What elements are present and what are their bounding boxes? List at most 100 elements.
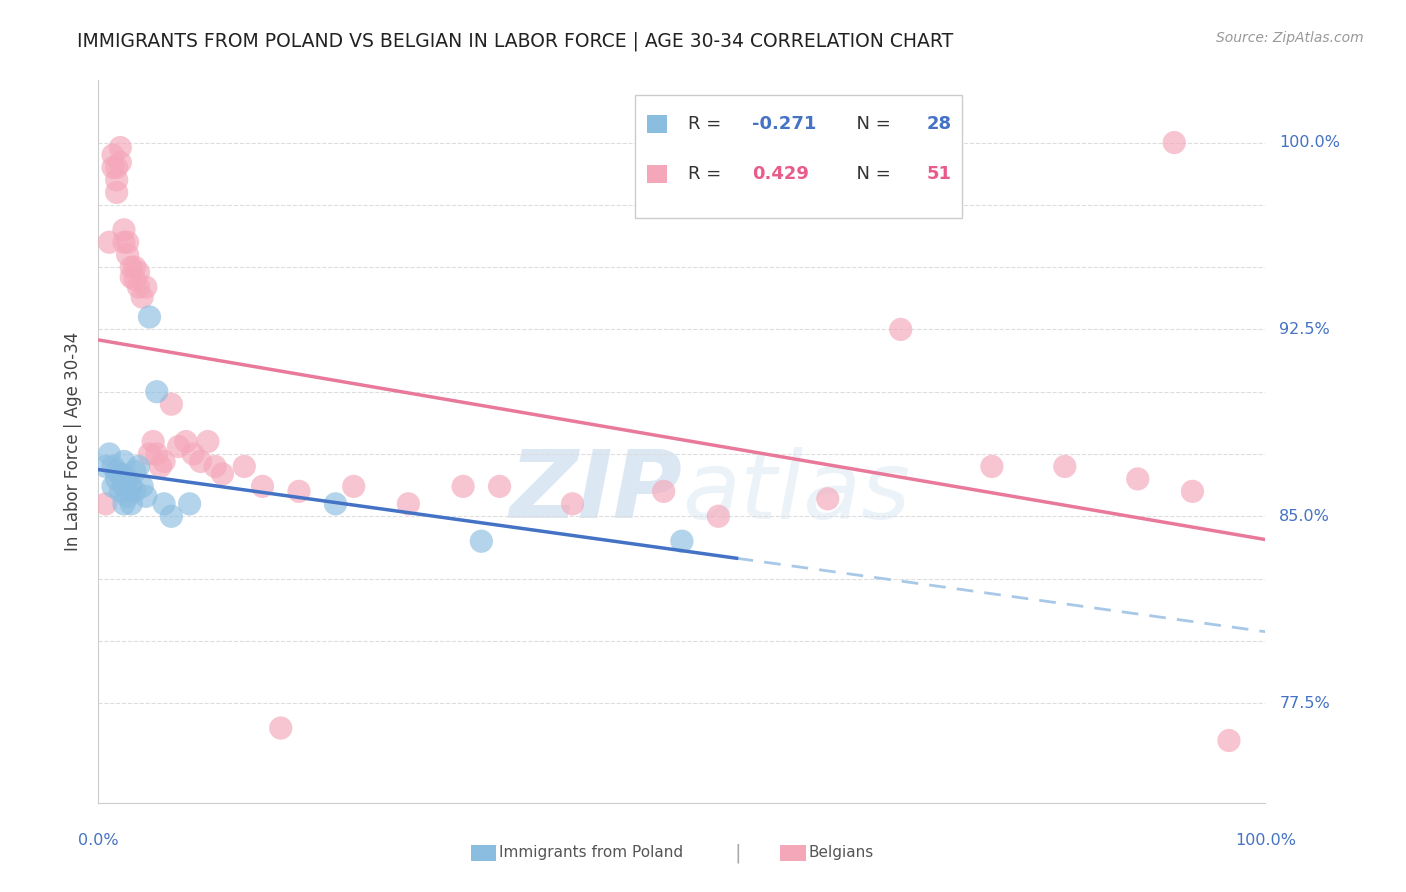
Text: R =: R =: [688, 115, 727, 133]
Point: [1181, 484, 1204, 499]
Point: [105, 472, 128, 486]
Text: 77.5%: 77.5%: [1279, 696, 1330, 711]
Text: 28: 28: [927, 115, 952, 133]
Point: [890, 322, 912, 336]
Point: [117, 472, 139, 486]
FancyBboxPatch shape: [647, 165, 668, 183]
FancyBboxPatch shape: [636, 95, 962, 218]
Point: [160, 397, 183, 411]
Point: [167, 440, 190, 454]
Point: [128, 265, 150, 279]
Point: [131, 290, 153, 304]
Point: [101, 148, 124, 162]
Point: [671, 534, 693, 549]
Text: IMMIGRANTS FROM POLAND VS BELGIAN IN LABOR FORCE | AGE 30-34 CORRELATION CHART: IMMIGRANTS FROM POLAND VS BELGIAN IN LAB…: [77, 31, 953, 51]
Point: [128, 280, 150, 294]
Text: 51: 51: [927, 165, 952, 183]
Point: [211, 467, 233, 481]
Point: [343, 479, 366, 493]
Point: [153, 454, 176, 468]
Text: 0.0%: 0.0%: [79, 833, 118, 848]
Point: [980, 459, 1002, 474]
Text: 92.5%: 92.5%: [1279, 322, 1330, 337]
Point: [561, 497, 583, 511]
Point: [153, 497, 176, 511]
Point: [146, 447, 169, 461]
Point: [325, 497, 347, 511]
Point: [101, 459, 124, 474]
Point: [112, 454, 135, 468]
Point: [174, 434, 197, 449]
Point: [124, 260, 146, 274]
Point: [101, 479, 124, 493]
Point: [1126, 472, 1149, 486]
FancyBboxPatch shape: [647, 114, 668, 133]
Point: [120, 270, 142, 285]
Point: [124, 484, 146, 499]
Point: [1053, 459, 1076, 474]
Point: [142, 434, 165, 449]
Point: [160, 509, 183, 524]
Point: [112, 223, 135, 237]
Point: [117, 489, 139, 503]
Text: -0.271: -0.271: [752, 115, 817, 133]
Point: [124, 272, 146, 286]
Point: [110, 467, 132, 481]
Point: [146, 384, 169, 399]
Point: [288, 484, 311, 499]
Point: [190, 454, 212, 468]
Point: [179, 497, 201, 511]
Point: [112, 479, 135, 493]
Point: [470, 534, 492, 549]
Point: [110, 484, 132, 499]
Point: [120, 260, 142, 274]
Point: [270, 721, 292, 735]
Point: [105, 173, 128, 187]
Text: 100.0%: 100.0%: [1234, 833, 1296, 848]
Point: [105, 186, 128, 200]
Point: [138, 310, 160, 324]
Point: [149, 459, 172, 474]
Text: Immigrants from Poland: Immigrants from Poland: [499, 846, 683, 860]
Text: N =: N =: [845, 115, 897, 133]
Point: [135, 489, 157, 503]
Text: Belgians: Belgians: [808, 846, 873, 860]
Text: 85.0%: 85.0%: [1279, 508, 1330, 524]
Text: 100.0%: 100.0%: [1279, 135, 1340, 150]
Point: [817, 491, 839, 506]
Point: [1218, 733, 1240, 747]
Point: [112, 235, 135, 250]
Point: [135, 280, 157, 294]
Text: N =: N =: [845, 165, 897, 183]
Point: [112, 497, 135, 511]
Point: [707, 509, 730, 524]
Point: [252, 479, 274, 493]
Point: [204, 459, 226, 474]
Point: [197, 434, 219, 449]
Point: [451, 479, 474, 493]
Point: [105, 161, 128, 175]
Point: [396, 497, 419, 511]
Point: [124, 465, 146, 479]
Point: [94, 497, 117, 511]
Point: [101, 161, 124, 175]
Point: [117, 248, 139, 262]
Point: [233, 459, 256, 474]
Point: [94, 459, 117, 474]
Text: atlas: atlas: [682, 447, 910, 538]
Point: [98, 235, 121, 250]
Point: [131, 479, 153, 493]
Text: ZIP: ZIP: [509, 446, 682, 538]
Point: [110, 140, 132, 154]
Text: Source: ZipAtlas.com: Source: ZipAtlas.com: [1216, 31, 1364, 45]
Point: [488, 479, 510, 493]
Point: [120, 497, 142, 511]
Text: |: |: [735, 843, 741, 863]
Point: [1163, 136, 1185, 150]
Point: [98, 447, 121, 461]
Point: [181, 447, 204, 461]
Point: [652, 484, 675, 499]
Point: [128, 459, 150, 474]
Point: [120, 479, 142, 493]
Y-axis label: In Labor Force | Age 30-34: In Labor Force | Age 30-34: [63, 332, 82, 551]
